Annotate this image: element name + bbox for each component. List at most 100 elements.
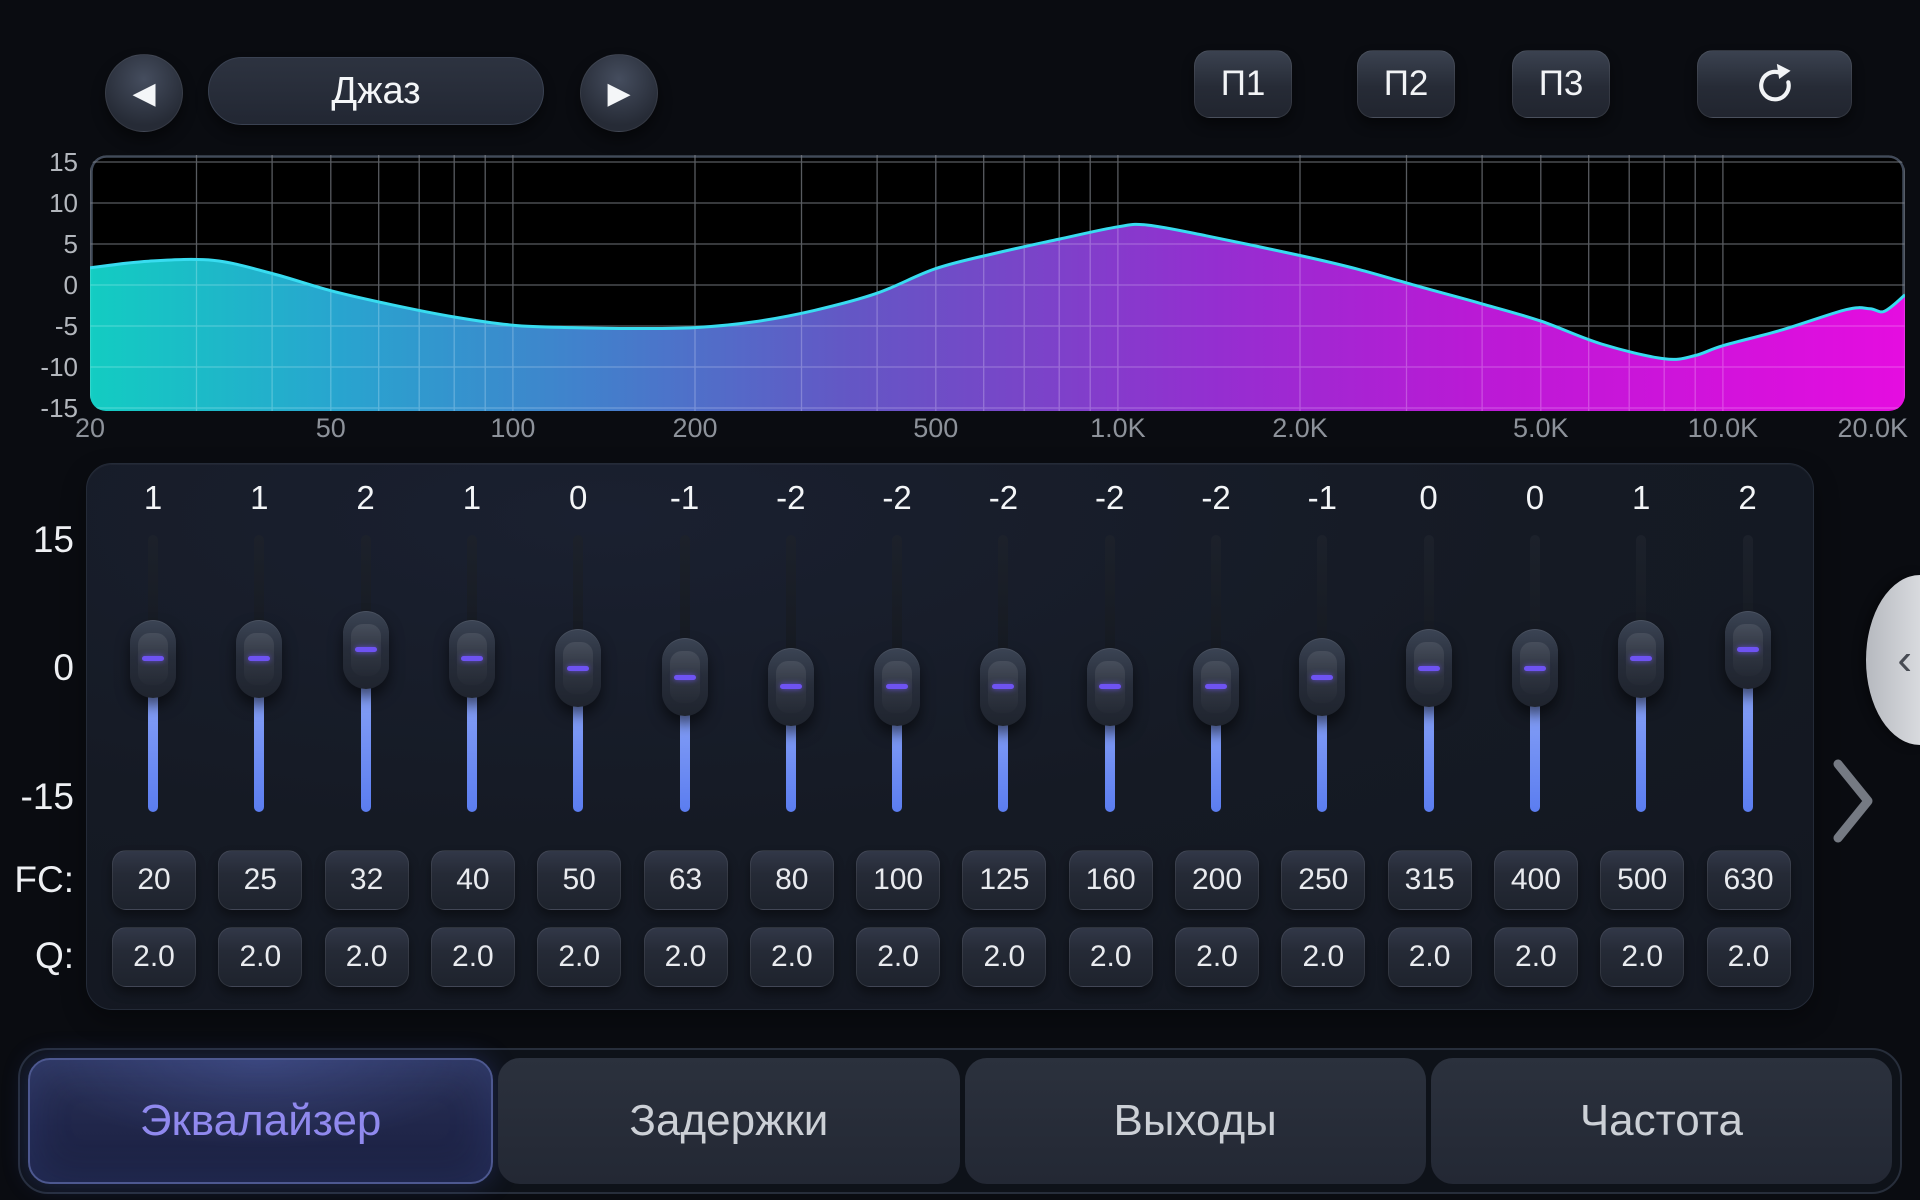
band-q-button[interactable]: 2.0 [1281, 927, 1366, 987]
band-gain-value: -2 [988, 479, 1019, 516]
band-slider-thumb[interactable] [767, 647, 814, 726]
band-slider-thumb[interactable] [1086, 647, 1133, 726]
band-q-button[interactable]: 2.0 [537, 927, 622, 987]
x-axis-tick-label: 100 [490, 413, 535, 443]
band-fc-button[interactable]: 100 [856, 850, 941, 910]
band-fc-button[interactable]: 80 [749, 850, 834, 910]
thumb-dash-icon [1205, 684, 1227, 689]
band-gain-value: -2 [882, 479, 912, 516]
band-slider-thumb[interactable] [1299, 638, 1346, 717]
band-q-button[interactable]: 2.0 [1600, 927, 1685, 987]
thumb-dash-icon [460, 656, 483, 662]
band-slider-thumb[interactable] [874, 647, 921, 726]
right-triangle-icon: ▶ [607, 76, 631, 110]
eq-band-column: 0 315 2.0 [1376, 480, 1482, 1000]
band-fc-button[interactable]: 50 [537, 850, 622, 910]
band-gain-value: 0 [569, 479, 588, 516]
band-q-button[interactable]: 2.0 [1068, 927, 1153, 987]
preset-slot-1-button[interactable]: П1 [1194, 50, 1292, 118]
band-gain-value: 0 [1419, 479, 1438, 516]
gain-scale-max-label: 15 [32, 519, 74, 560]
slider-thumb-grip [1094, 660, 1125, 713]
band-fc-button[interactable]: 630 [1706, 850, 1791, 910]
bottom-tab-bar: Эквалайзер Задержки Выходы Частота [18, 1048, 1902, 1194]
band-q-button[interactable]: 2.0 [430, 927, 515, 987]
band-slider-fill [892, 686, 903, 812]
band-fc-button[interactable]: 315 [1387, 850, 1472, 910]
band-gain-value: 2 [356, 479, 375, 516]
x-axis-tick-label: 2.0K [1272, 413, 1328, 443]
band-q-button[interactable]: 2.0 [856, 927, 941, 987]
band-q-button[interactable]: 2.0 [1387, 927, 1472, 987]
next-bands-page-button[interactable] [1832, 758, 1876, 844]
preset-slot-3-button[interactable]: П3 [1512, 50, 1610, 118]
band-q-button[interactable]: 2.0 [749, 927, 834, 987]
band-slider-thumb[interactable] [555, 629, 602, 707]
band-fc-button[interactable]: 40 [430, 850, 515, 910]
slider-thumb-grip [775, 660, 806, 713]
band-q-button[interactable]: 2.0 [112, 927, 196, 987]
tab-equalizer[interactable]: Эквалайзер [28, 1058, 494, 1184]
band-q-button[interactable]: 2.0 [1706, 927, 1791, 987]
band-slider-thumb[interactable] [448, 619, 495, 698]
eq-band-column: 2 32 2.0 [313, 480, 419, 1000]
band-fc-button[interactable]: 63 [643, 850, 728, 910]
band-fc-button[interactable]: 500 [1600, 850, 1685, 910]
band-fc-button[interactable]: 32 [324, 850, 409, 910]
band-slider-thumb[interactable] [1405, 629, 1452, 707]
slider-thumb-grip [244, 632, 275, 685]
eq-band-column: -1 250 2.0 [1269, 480, 1375, 1000]
slider-thumb-grip [138, 632, 168, 685]
band-slider-thumb[interactable] [1618, 619, 1665, 698]
tab-frequency-label: Частота [1579, 1096, 1743, 1145]
band-slider-thumb[interactable] [661, 638, 708, 717]
band-gain-value: -1 [669, 479, 700, 516]
eq-band-column: -1 63 2.0 [632, 480, 738, 1000]
band-q-button[interactable]: 2.0 [218, 927, 303, 987]
tab-delays[interactable]: Задержки [498, 1058, 960, 1184]
band-fc-button[interactable]: 25 [218, 850, 303, 910]
eq-band-column: -2 125 2.0 [950, 480, 1056, 1000]
previous-preset-button[interactable]: ◀ [105, 54, 183, 132]
preset-slot-1-label: П1 [1220, 64, 1266, 103]
thumb-dash-icon [1417, 665, 1440, 671]
band-fc-button[interactable]: 125 [962, 850, 1047, 910]
band-q-button[interactable]: 2.0 [962, 927, 1047, 987]
eq-band-column: 0 400 2.0 [1482, 480, 1588, 1000]
band-slider-thumb[interactable] [236, 619, 283, 698]
reset-icon [1758, 63, 1791, 102]
next-preset-button[interactable]: ▶ [580, 54, 658, 132]
preset-slot-3-label: П3 [1538, 64, 1584, 103]
band-slider-thumb[interactable] [130, 619, 176, 698]
band-slider-fill [573, 668, 584, 812]
band-slider-fill [998, 686, 1009, 812]
band-slider-thumb[interactable] [1511, 629, 1558, 707]
band-slider-thumb[interactable] [342, 610, 389, 689]
tab-frequency[interactable]: Частота [1430, 1058, 1892, 1184]
gain-scale-min-label: -15 [20, 776, 74, 817]
band-slider-thumb[interactable] [980, 647, 1027, 726]
thumb-dash-icon [779, 684, 802, 689]
thumb-dash-icon [142, 656, 164, 662]
preset-selector[interactable]: Джаз [208, 57, 544, 125]
reset-button[interactable] [1697, 50, 1852, 118]
band-fc-button[interactable]: 250 [1281, 850, 1366, 910]
preset-slot-2-button[interactable]: П2 [1357, 50, 1455, 118]
band-gain-value: 2 [1738, 479, 1757, 516]
band-fc-button[interactable]: 20 [112, 850, 196, 910]
band-gain-value: 0 [1525, 479, 1545, 516]
band-q-button[interactable]: 2.0 [1175, 927, 1259, 987]
band-slider-thumb[interactable] [1724, 610, 1771, 689]
band-fc-button[interactable]: 400 [1493, 850, 1578, 910]
band-fc-button[interactable]: 160 [1068, 850, 1153, 910]
band-q-button[interactable]: 2.0 [324, 927, 409, 987]
tab-outputs[interactable]: Выходы [964, 1058, 1426, 1184]
band-slider-thumb[interactable] [1193, 647, 1239, 726]
band-q-button[interactable]: 2.0 [643, 927, 728, 987]
y-axis-tick-label: 0 [64, 270, 78, 300]
band-fc-button[interactable]: 200 [1175, 850, 1259, 910]
eq-band-column: 2 630 2.0 [1695, 480, 1801, 1000]
x-axis-tick-label: 50 [316, 413, 346, 443]
preset-slot-2-label: П2 [1383, 64, 1429, 103]
band-q-button[interactable]: 2.0 [1493, 927, 1578, 987]
